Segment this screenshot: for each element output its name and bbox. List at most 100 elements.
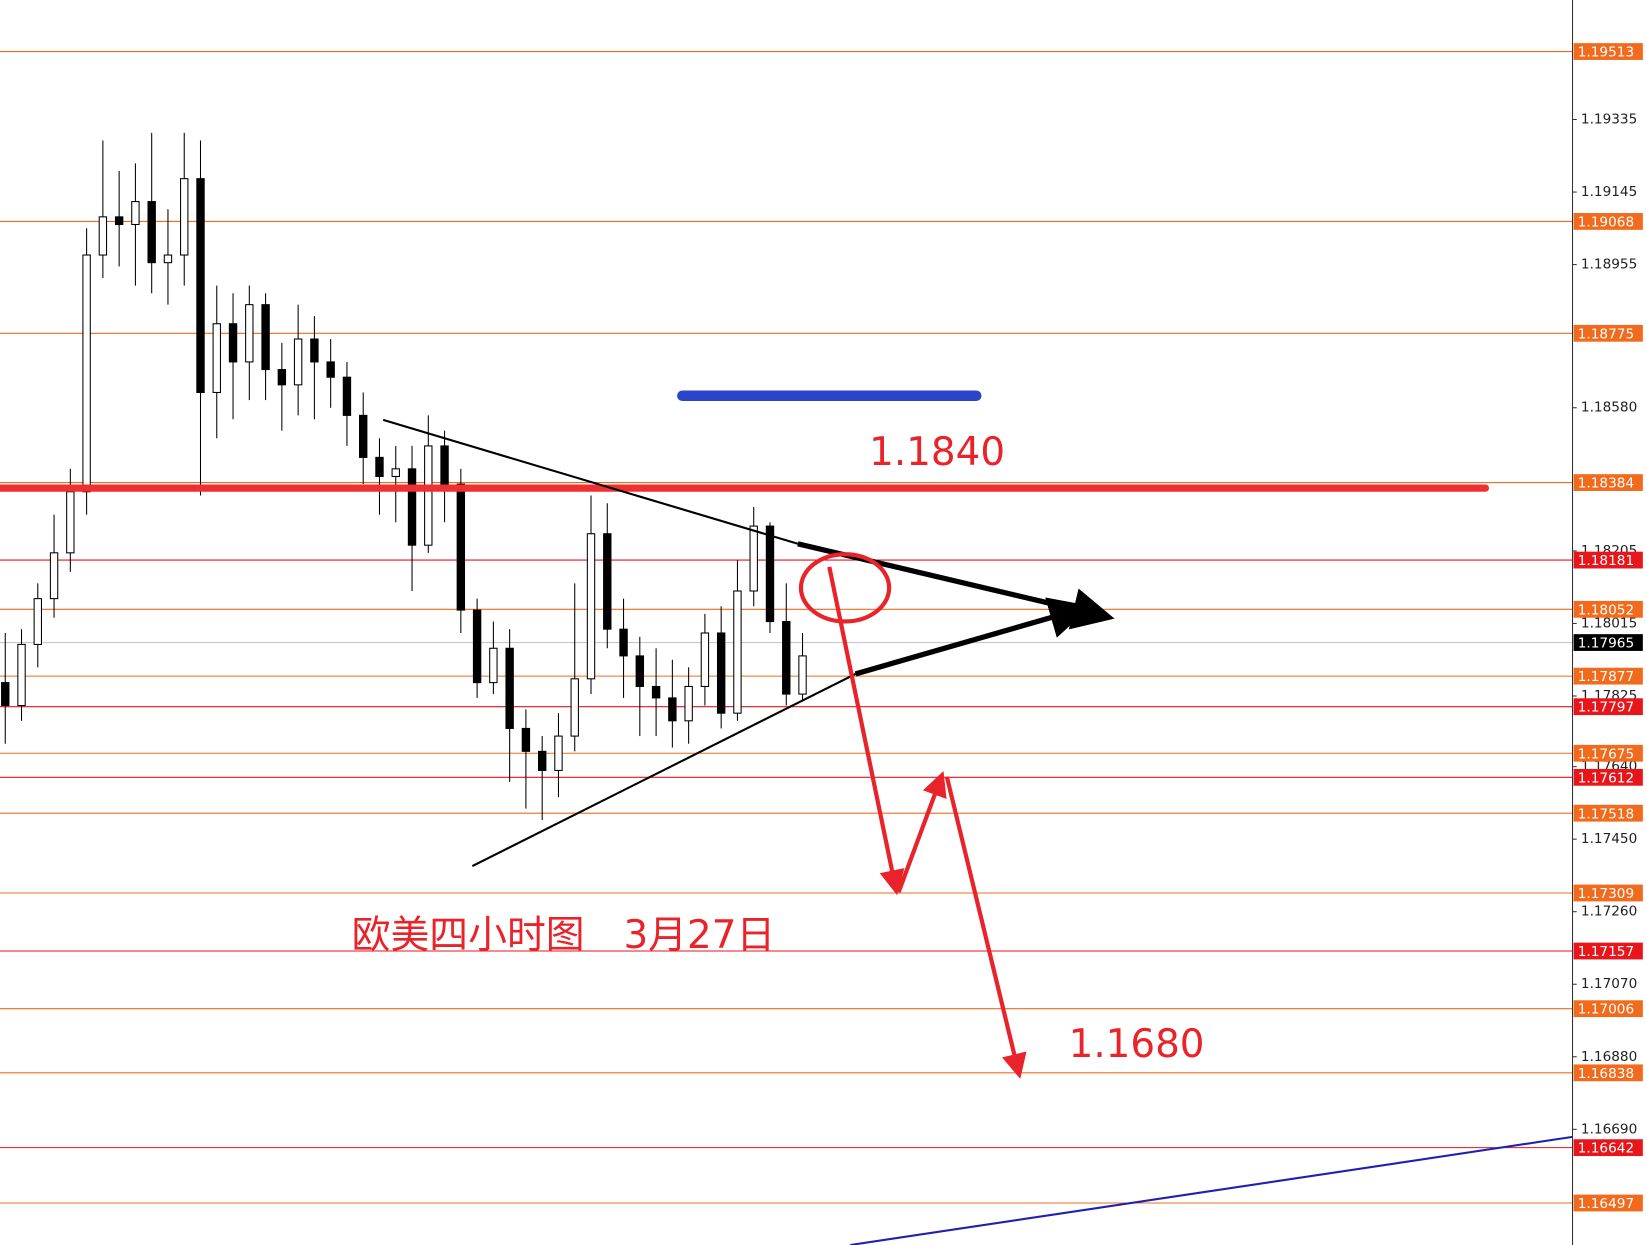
level-label: 1.17157 — [1578, 944, 1634, 960]
y-tick-label: 1.17070 — [1581, 976, 1637, 992]
candle-body — [293, 338, 303, 386]
level-label: 1.17612 — [1578, 770, 1634, 786]
candle-body — [782, 621, 791, 695]
candle-body — [456, 483, 466, 611]
candle-body — [554, 735, 563, 771]
level-box — [1573, 324, 1643, 342]
level-label: 1.17309 — [1578, 886, 1634, 902]
level-label: 1.17675 — [1578, 746, 1634, 762]
y-tick-label: 1.16880 — [1581, 1049, 1637, 1065]
level-box — [1573, 1064, 1643, 1082]
level-label: 1.19068 — [1578, 214, 1634, 230]
level-box — [1573, 634, 1643, 651]
candle-body — [131, 201, 140, 226]
candle-body — [537, 750, 547, 771]
level-label: 1.17877 — [1578, 669, 1634, 685]
candle-body — [163, 254, 173, 264]
level-box — [1573, 768, 1643, 786]
level-box — [1573, 474, 1643, 491]
level-box — [1573, 1194, 1643, 1212]
y-ticks: 1.193351.191451.189551.185801.182051.180… — [1572, 111, 1637, 1137]
level-box — [1573, 667, 1643, 685]
level-box — [1573, 551, 1643, 569]
candle-body — [196, 178, 205, 393]
candle-body — [180, 178, 189, 256]
candle-body — [489, 647, 498, 684]
candle-body — [310, 338, 319, 363]
level-label: 1.18181 — [1578, 553, 1634, 569]
level-label: 1.18052 — [1578, 602, 1634, 618]
candle-body — [700, 632, 710, 687]
candle-body — [472, 609, 482, 684]
y-tick-label: 1.18955 — [1581, 257, 1637, 273]
annotation: 1.1680 — [1069, 1022, 1205, 1067]
candle-body — [733, 590, 742, 714]
candle-body — [521, 727, 531, 752]
candle-body — [17, 643, 26, 707]
candle-body — [359, 414, 368, 458]
candle-body — [765, 525, 775, 623]
level-box — [1573, 804, 1643, 822]
y-tick-label: 1.17450 — [1581, 831, 1637, 847]
y-tick-label: 1.18015 — [1581, 615, 1637, 631]
candle-body — [391, 468, 400, 477]
candle-body — [440, 445, 449, 485]
trend-line — [850, 1135, 1573, 1245]
level-label: 1.18775 — [1578, 326, 1634, 342]
candles — [1, 132, 807, 821]
candle-body — [82, 254, 91, 493]
candle-body — [277, 369, 287, 386]
candle-body — [261, 304, 270, 371]
candle-body — [619, 628, 628, 657]
triangle — [382, 418, 1115, 867]
y-tick-label: 1.19335 — [1581, 111, 1637, 127]
candle-body — [1, 682, 10, 707]
candle-body — [49, 552, 59, 600]
level-label: 1.19513 — [1578, 45, 1634, 61]
candle-body — [651, 685, 661, 699]
candle-body — [212, 323, 221, 393]
candle-body — [342, 376, 352, 416]
level-label: 1.17006 — [1578, 1002, 1634, 1018]
level-label: 1.17797 — [1578, 700, 1634, 716]
candle-body — [586, 533, 596, 680]
candle-body — [375, 456, 384, 477]
y-tick-label: 1.16690 — [1581, 1121, 1637, 1137]
level-label: 1.16642 — [1578, 1141, 1634, 1157]
y-tick-label: 1.18580 — [1581, 400, 1637, 416]
level-box — [1573, 600, 1643, 618]
highlight-circle — [798, 552, 892, 624]
y-tick-label: 1.17260 — [1581, 904, 1637, 920]
level-box — [1573, 213, 1643, 230]
candle-body — [66, 491, 75, 554]
level-label: 1.17965 — [1578, 636, 1634, 652]
candle-body — [635, 655, 645, 687]
level-label: 1.17518 — [1578, 806, 1634, 822]
candle-body — [798, 655, 807, 695]
candle-body — [33, 598, 42, 645]
annotation: 欧美四小时图 3月27日 — [352, 913, 776, 958]
level-box — [1573, 698, 1643, 716]
candle-body — [114, 216, 124, 226]
forecast-arrows — [827, 566, 1027, 1079]
annotation: 1.1840 — [869, 430, 1005, 475]
level-box — [1573, 1000, 1643, 1018]
candle-body — [228, 323, 238, 363]
y-tick-label: 1.19145 — [1581, 184, 1637, 200]
level-label: 1.16838 — [1578, 1066, 1634, 1082]
level-label: 1.18384 — [1578, 476, 1634, 492]
level-box — [1573, 884, 1643, 902]
candle-body — [245, 304, 254, 363]
level-box — [1573, 1139, 1643, 1157]
level-label: 1.16497 — [1578, 1196, 1634, 1212]
candle-body — [668, 697, 677, 722]
level-box — [1573, 43, 1643, 60]
candle-body — [424, 445, 433, 546]
candle-body — [407, 468, 417, 546]
level-labels: 1.19513 1.19068 1.18775 1.18384 1.18181 1.180… — [1573, 43, 1643, 1212]
level-box — [1573, 942, 1643, 960]
candle-body — [603, 533, 612, 630]
candle-body — [326, 361, 335, 378]
